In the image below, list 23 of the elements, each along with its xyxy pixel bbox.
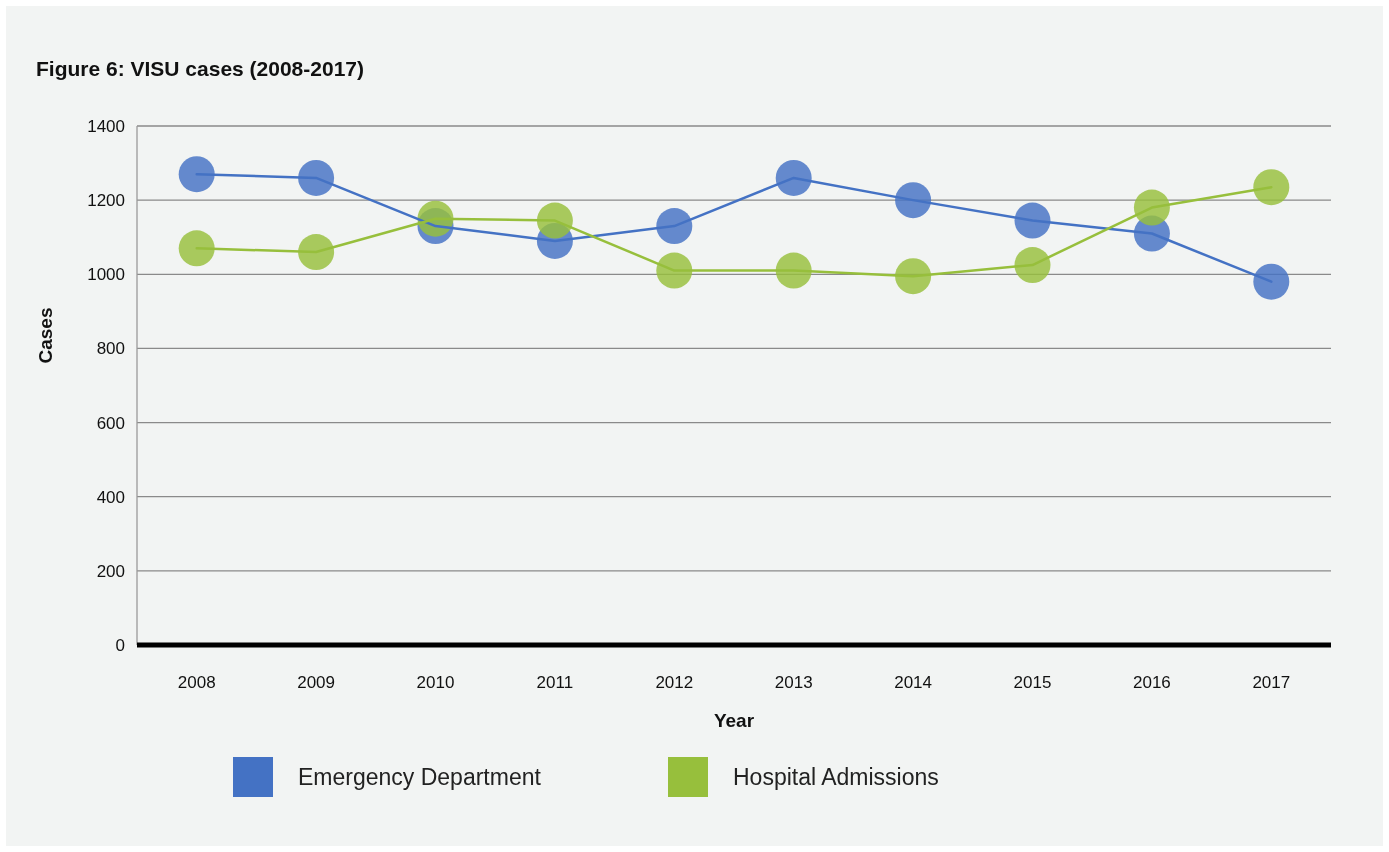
y-tick-label: 600 — [96, 413, 125, 433]
chart-title: Figure 6: VISU cases (2008-2017) — [36, 57, 365, 80]
y-tick-label: 200 — [96, 561, 125, 581]
legend-label: Emergency Department — [298, 764, 542, 790]
x-tick-label: 2015 — [1013, 673, 1052, 692]
y-tick-label: 1200 — [87, 191, 125, 211]
x-tick-label: 2017 — [1252, 673, 1291, 692]
x-tick-label: 2009 — [297, 673, 336, 692]
x-tick-label: 2014 — [894, 673, 933, 692]
y-tick-label: 1400 — [87, 116, 125, 136]
y-tick-label: 0 — [115, 635, 125, 655]
y-axis-title: Cases — [35, 307, 56, 364]
x-tick-label: 2008 — [177, 673, 216, 692]
x-tick-label: 2012 — [655, 673, 694, 692]
x-axis-title: Year — [713, 710, 755, 731]
x-tick-label: 2010 — [416, 673, 455, 692]
y-tick-label: 400 — [96, 487, 125, 507]
legend-label: Hospital Admissions — [733, 764, 939, 790]
x-tick-label: 2013 — [774, 673, 813, 692]
y-tick-label: 1000 — [87, 265, 125, 285]
x-tick-label: 2011 — [536, 673, 574, 692]
x-tick-label: 2016 — [1132, 673, 1171, 692]
y-tick-label: 800 — [96, 339, 125, 359]
